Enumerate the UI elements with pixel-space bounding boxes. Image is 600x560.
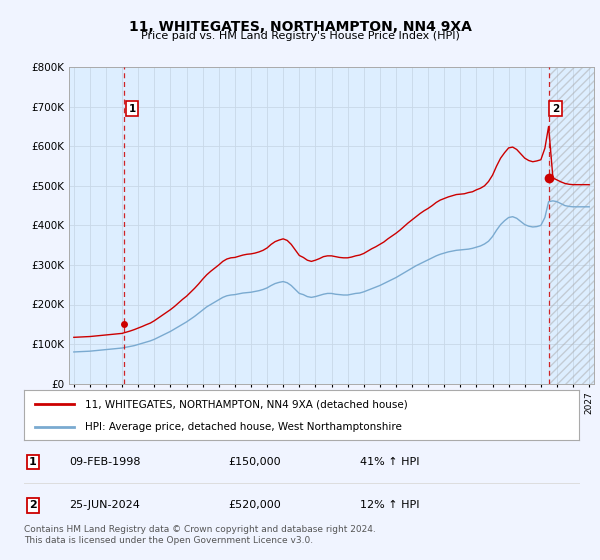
Text: 41% ↑ HPI: 41% ↑ HPI — [360, 457, 419, 467]
Text: 12% ↑ HPI: 12% ↑ HPI — [360, 500, 419, 510]
Text: 25-JUN-2024: 25-JUN-2024 — [69, 500, 140, 510]
Text: 1: 1 — [29, 457, 37, 467]
Bar — [548, 67, 594, 384]
Text: 1: 1 — [128, 104, 136, 114]
Text: Contains HM Land Registry data © Crown copyright and database right 2024.
This d: Contains HM Land Registry data © Crown c… — [24, 525, 376, 545]
Text: 2: 2 — [552, 104, 559, 114]
Text: Price paid vs. HM Land Registry's House Price Index (HPI): Price paid vs. HM Land Registry's House … — [140, 31, 460, 41]
Text: 09-FEB-1998: 09-FEB-1998 — [69, 457, 140, 467]
Text: 11, WHITEGATES, NORTHAMPTON, NN4 9XA (detached house): 11, WHITEGATES, NORTHAMPTON, NN4 9XA (de… — [85, 399, 408, 409]
Text: 11, WHITEGATES, NORTHAMPTON, NN4 9XA: 11, WHITEGATES, NORTHAMPTON, NN4 9XA — [128, 20, 472, 34]
Text: £520,000: £520,000 — [228, 500, 281, 510]
Text: HPI: Average price, detached house, West Northamptonshire: HPI: Average price, detached house, West… — [85, 422, 402, 432]
Text: 2: 2 — [29, 500, 37, 510]
Text: £150,000: £150,000 — [228, 457, 281, 467]
